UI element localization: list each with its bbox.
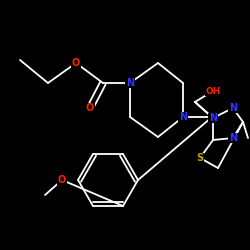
- Text: N: N: [229, 133, 237, 143]
- Text: N: N: [229, 103, 237, 113]
- Text: OH: OH: [205, 86, 221, 96]
- Text: N: N: [179, 112, 187, 122]
- Text: O: O: [58, 175, 66, 185]
- Text: O: O: [72, 58, 80, 68]
- Text: S: S: [196, 153, 203, 163]
- Text: O: O: [86, 103, 94, 113]
- Text: N: N: [126, 78, 134, 88]
- Text: N: N: [209, 113, 217, 123]
